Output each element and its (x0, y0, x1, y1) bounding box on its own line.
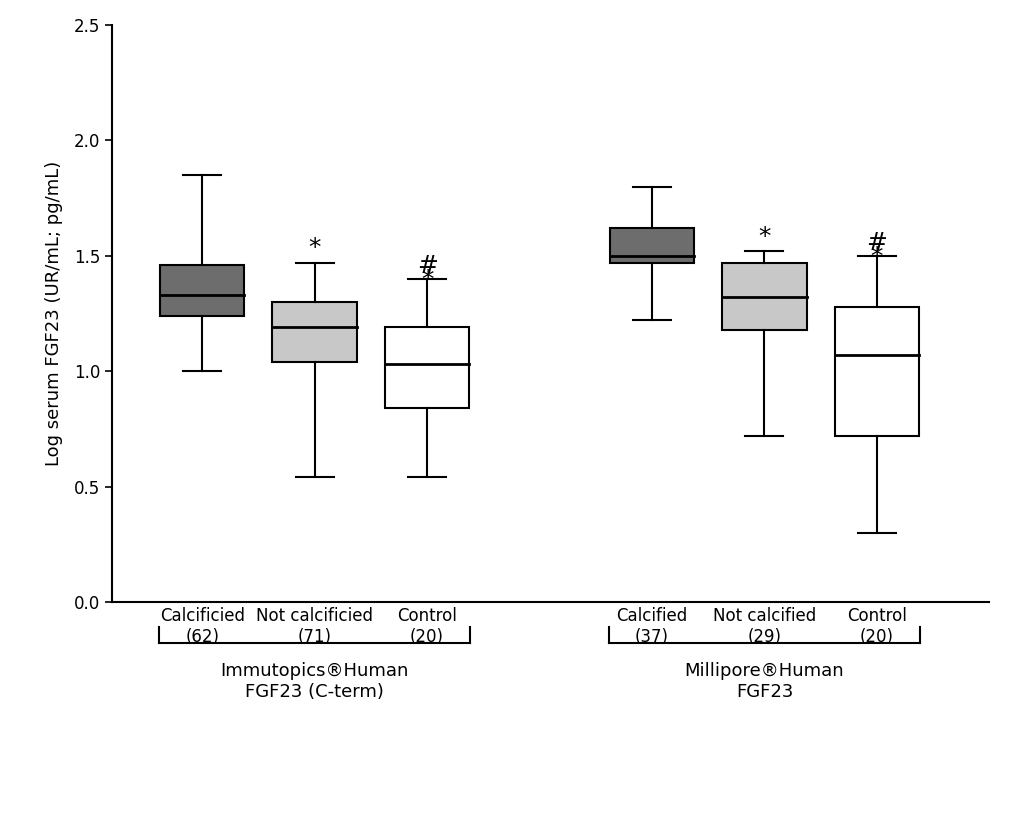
Text: *: * (308, 237, 321, 261)
Bar (160, 265, 245, 316)
Bar (609, 228, 694, 263)
Text: Immutopics®Human
FGF23 (C-term): Immutopics®Human FGF23 (C-term) (220, 662, 409, 701)
Y-axis label: Log serum FGF23 (UR/mL; pg/mL): Log serum FGF23 (UR/mL; pg/mL) (45, 161, 63, 466)
Bar (272, 302, 357, 362)
Bar (721, 263, 806, 329)
Text: *: * (757, 225, 770, 249)
Text: #: # (416, 254, 437, 278)
Text: #: # (866, 231, 887, 255)
Text: *: * (421, 268, 433, 292)
Text: *: * (870, 244, 882, 268)
Bar (384, 328, 469, 408)
Bar (834, 307, 918, 436)
Text: Millipore®Human
FGF23: Millipore®Human FGF23 (684, 662, 844, 701)
